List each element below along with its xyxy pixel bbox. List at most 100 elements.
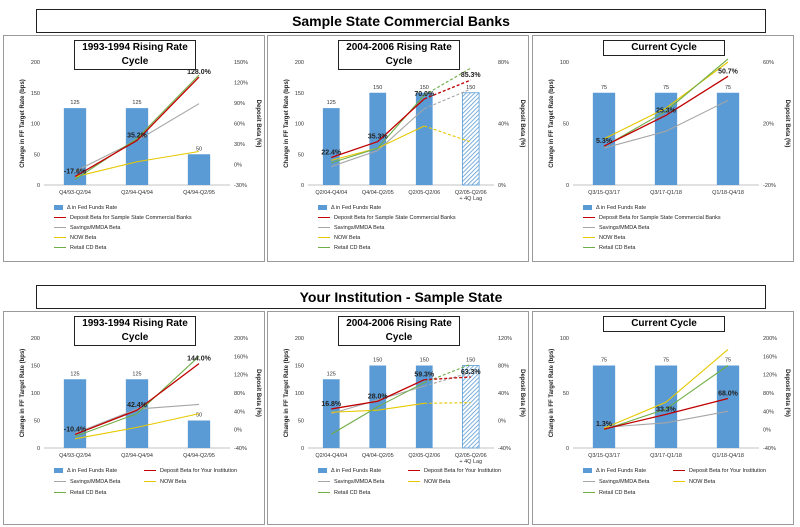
beta-data-label: -10.4%	[64, 426, 87, 433]
bar-value-label: 125	[70, 100, 79, 106]
y2-tick-label: 200%	[763, 336, 777, 342]
bar-3	[415, 92, 433, 185]
legend-item-in-fed-funds-rate: Δ in Fed Funds Rate	[54, 205, 117, 212]
legend-item-deposit-beta-for-sample-state-commercial-banks: Deposit Beta for Sample State Commercial…	[54, 215, 192, 222]
x-tick-label: Q1/18-Q4/18	[712, 453, 744, 459]
beta-data-label: 33.3%	[656, 406, 677, 413]
legend-item-now-beta: NOW Beta	[673, 479, 715, 486]
legend-swatch	[54, 480, 66, 483]
y-tick-label: 50	[298, 152, 304, 158]
line-savings-mmda-beta	[74, 403, 200, 434]
legend-swatch	[583, 246, 595, 249]
legend-item-now-beta: NOW Beta	[144, 479, 186, 486]
y2-tick-label: -20%	[763, 183, 776, 189]
x-tick-label: Q2/94-Q4/94	[121, 190, 153, 196]
legend-swatch	[408, 480, 420, 483]
line-lag-retail-cd-beta	[424, 363, 471, 384]
x-tick-label: Q1/18-Q4/18	[712, 190, 744, 196]
legend-swatch	[318, 246, 330, 249]
legend-swatch	[583, 468, 592, 474]
beta-data-label: -17.6%	[64, 169, 87, 176]
y2-axis-title: Deposit Beta (%)	[255, 100, 261, 148]
y2-tick-label: -40%	[498, 446, 511, 452]
beta-data-label: 1.3%	[596, 421, 613, 428]
bar-value-label: 150	[420, 85, 429, 91]
y2-axis-title: Deposit Beta (%)	[519, 100, 525, 148]
y-tick-label: 50	[34, 419, 40, 425]
chart-svg: 0 50 100 150 200 -40% 0% 40% 80% 120% 160% 200% Chan…	[20, 336, 261, 459]
legend-swatch	[144, 480, 156, 483]
bar-2	[654, 92, 678, 185]
chart-panel-inst-2004: 2004-2006 Rising Rate Cycle 0 50 100 150 200 -…	[267, 311, 529, 525]
beta-data-label: 85.3%	[461, 72, 482, 79]
legend-label: Retail CD Beta	[599, 245, 636, 251]
line-lag-deposit-beta-for-your-institution	[424, 376, 471, 381]
y-axis-title: Change in FF Target Rate (bps)	[284, 349, 290, 438]
y2-axis-title: Deposit Beta (%)	[784, 100, 790, 148]
bar-3	[187, 420, 211, 448]
legend-item-retail-cd-beta: Retail CD Beta	[583, 245, 635, 252]
legend-swatch	[54, 205, 63, 211]
legend-label: Deposit Beta for Sample State Commercial…	[334, 215, 456, 221]
y2-tick-label: 0%	[234, 163, 242, 169]
beta-data-label: 144.0%	[187, 356, 212, 363]
legend-label: Savings/MMDA Beta	[70, 225, 121, 231]
x-tick-label: Q3/17-Q1/18	[650, 453, 682, 459]
legend-swatch	[54, 236, 66, 239]
bar-value-label: 125	[327, 100, 336, 106]
line-lag-savings-mmda-beta	[424, 371, 471, 387]
bar-2	[369, 92, 387, 185]
legend-swatch	[583, 236, 595, 239]
bar-value-label: 125	[70, 371, 79, 377]
beta-data-label: 35.2%	[127, 132, 148, 139]
legend-swatch	[54, 468, 63, 474]
y2-tick-label: 120%	[763, 373, 777, 379]
y2-tick-label: 200%	[234, 336, 248, 342]
x-tick-label: Q2/94-Q4/94	[121, 453, 153, 459]
x-tick-label: Q2/04-Q4/04	[315, 190, 347, 196]
chart-title: 1993-1994 Rising Rate Cycle	[74, 40, 196, 70]
y2-tick-label: 0%	[763, 428, 771, 434]
y-tick-label: 150	[295, 364, 304, 370]
legend-swatch	[408, 469, 420, 472]
y-axis-title: Change in FF Target Rate (bps)	[20, 79, 26, 168]
legend-label: Δ in Fed Funds Rate	[67, 468, 118, 474]
beta-data-label: 50.7%	[718, 68, 739, 75]
line-savings-mmda-beta	[331, 108, 425, 168]
y-tick-label: 0	[37, 183, 40, 189]
line-now-beta	[74, 150, 200, 178]
line-lag-deposit-beta-for-sample-state-commercial-banks	[424, 79, 471, 100]
line-retail-cd-beta	[603, 365, 729, 431]
y2-tick-label: -40%	[234, 446, 247, 452]
beta-data-label: 28.0%	[368, 393, 389, 400]
chart-legend: Δ in Fed Funds Rate Deposit Beta for Samp…	[318, 205, 518, 257]
bar-1	[63, 108, 87, 185]
y2-tick-label: 80%	[763, 391, 774, 397]
legend-item-now-beta: NOW Beta	[318, 235, 360, 242]
chart-panel-state-2004: 2004-2006 Rising Rate Cycle 0 50 100 150 200 0…	[267, 35, 529, 262]
y2-tick-label: 40%	[234, 409, 245, 415]
legend-label: Savings/MMDA Beta	[70, 479, 121, 485]
beta-data-label: 59.3%	[414, 372, 435, 379]
x-tick-label: Q4/94-Q2/95	[183, 190, 215, 196]
y2-tick-label: 40%	[498, 122, 509, 128]
legend-item-retail-cd-beta: Retail CD Beta	[54, 245, 106, 252]
line-deposit-beta-for-your-institution	[74, 363, 200, 436]
beta-data-label: 63.3%	[461, 369, 482, 376]
legend-label: Savings/MMDA Beta	[599, 479, 650, 485]
section-title-sample-state: Sample State Commercial Banks	[36, 9, 766, 33]
y2-tick-label: -30%	[234, 183, 247, 189]
chart-legend: Δ in Fed Funds Rate Deposit Beta for Samp…	[583, 205, 783, 257]
x-tick-label: Q2/05-Q2/06	[455, 190, 487, 196]
legend-item-retail-cd-beta: Retail CD Beta	[318, 245, 370, 252]
y2-tick-label: 120%	[498, 336, 512, 342]
bar-value-label: 75	[725, 358, 731, 364]
line-deposit-beta-for-sample-state-commercial-banks	[74, 76, 200, 178]
beta-data-label: 35.3%	[368, 134, 389, 141]
line-retail-cd-beta	[74, 74, 200, 180]
bar-value-label: 50	[196, 413, 202, 419]
legend-label: Deposit Beta for Your Institution	[160, 468, 238, 474]
bar-4	[461, 365, 480, 449]
line-now-beta	[74, 413, 200, 440]
bar-value-label: 75	[663, 85, 669, 91]
